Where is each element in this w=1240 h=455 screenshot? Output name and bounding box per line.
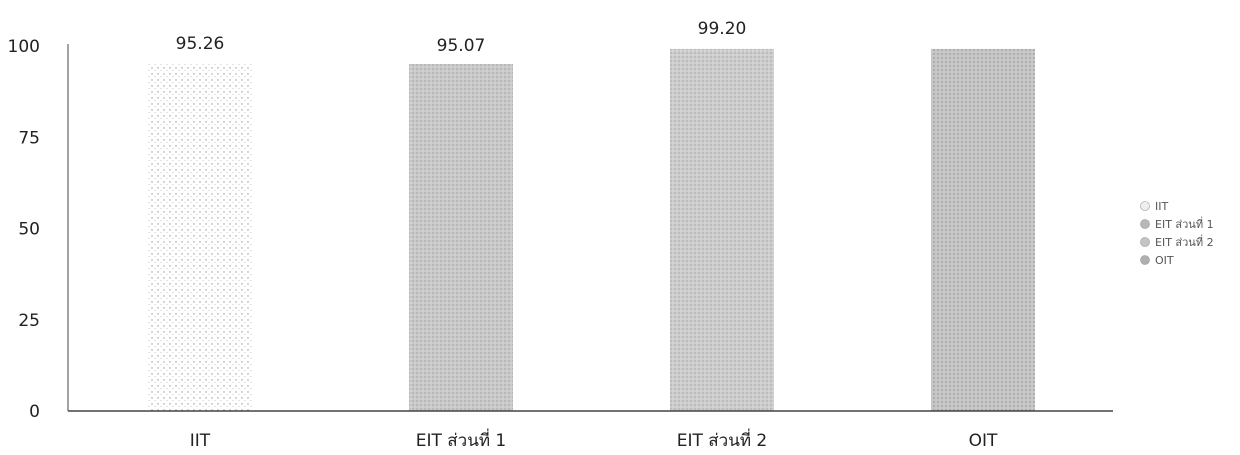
x-category-label: OIT — [969, 431, 998, 451]
data-labels-group: 95.26 95.07 99.20 — [176, 19, 747, 56]
legend-label: OIT — [1155, 254, 1174, 267]
bars-group — [148, 48, 1035, 412]
bar-3 — [931, 48, 1035, 412]
y-tick-label: 75 — [18, 128, 40, 148]
x-category-label: EIT ส่วนที่ 1 — [416, 428, 507, 451]
bar-2 — [670, 48, 774, 412]
legend-swatch — [1140, 255, 1150, 265]
legend-swatch — [1140, 237, 1150, 247]
data-label: 99.20 — [698, 19, 747, 39]
y-axis: 0 25 50 75 100 — [8, 37, 69, 422]
legend-label: EIT ส่วนที่ 1 — [1155, 216, 1214, 231]
data-label: 95.07 — [437, 36, 486, 56]
legend-swatch — [1140, 219, 1150, 229]
y-tick-label: 50 — [18, 220, 40, 240]
x-category-label: IIT — [190, 431, 211, 451]
data-label: 95.26 — [176, 34, 225, 54]
y-tick-label: 100 — [8, 37, 40, 57]
bar-1 — [409, 63, 513, 411]
legend-label: EIT ส่วนที่ 2 — [1155, 234, 1214, 249]
x-category-label: EIT ส่วนที่ 2 — [677, 428, 768, 451]
category-labels-group: IIT EIT ส่วนที่ 1 EIT ส่วนที่ 2 OIT — [190, 428, 998, 451]
bar-0 — [148, 63, 252, 412]
legend: IIT EIT ส่วนที่ 1 EIT ส่วนที่ 2 OIT — [1140, 200, 1214, 267]
legend-label: IIT — [1155, 200, 1168, 213]
y-tick-label: 25 — [18, 311, 40, 331]
y-tick-label: 0 — [29, 402, 40, 422]
legend-swatch — [1140, 201, 1150, 211]
